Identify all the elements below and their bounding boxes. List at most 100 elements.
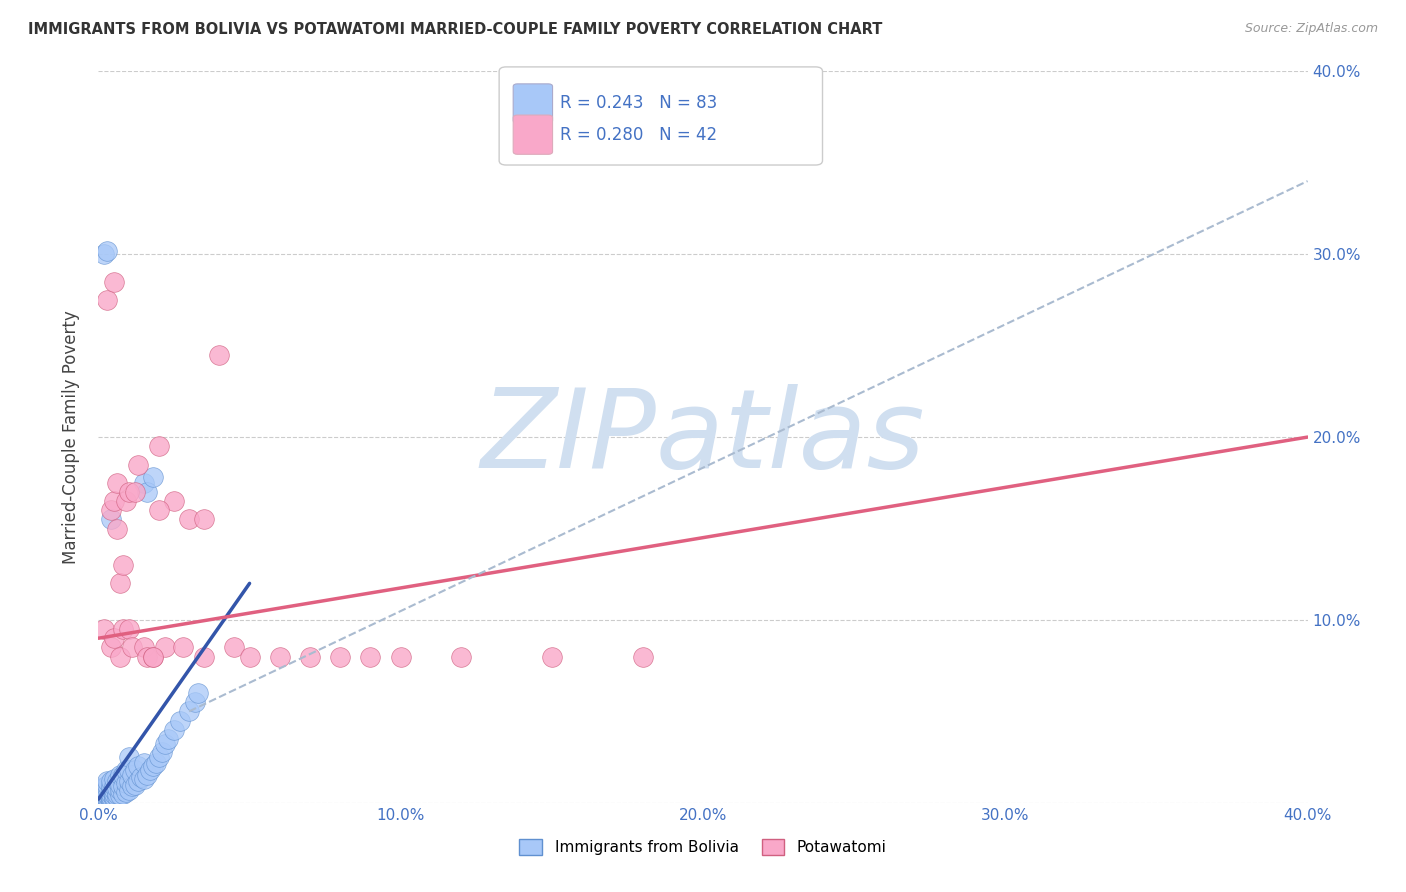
Point	[114, 775, 136, 789]
Point	[187, 686, 209, 700]
Point	[96, 781, 118, 796]
Point	[127, 759, 149, 773]
Point	[360, 649, 382, 664]
Point	[108, 768, 131, 782]
Point	[90, 783, 112, 797]
Point	[103, 275, 125, 289]
Point	[93, 787, 115, 801]
Point	[108, 778, 131, 792]
Point	[93, 781, 115, 796]
Point	[169, 714, 191, 728]
Point	[135, 649, 157, 664]
Point	[96, 778, 118, 792]
Point	[153, 737, 176, 751]
Point	[193, 512, 215, 526]
Point	[118, 773, 141, 788]
Point	[93, 790, 115, 805]
Y-axis label: Married-Couple Family Poverty: Married-Couple Family Poverty	[62, 310, 80, 564]
Text: ZIPatlas: ZIPatlas	[481, 384, 925, 491]
Point	[124, 485, 146, 500]
Point	[93, 792, 115, 806]
Point	[100, 512, 122, 526]
Point	[105, 521, 128, 535]
Point	[132, 772, 155, 786]
Point	[96, 789, 118, 803]
Point	[269, 649, 291, 664]
Point	[93, 789, 115, 803]
Point	[135, 768, 157, 782]
Text: IMMIGRANTS FROM BOLIVIA VS POTAWATOMI MARRIED-COUPLE FAMILY POVERTY CORRELATION : IMMIGRANTS FROM BOLIVIA VS POTAWATOMI MA…	[28, 22, 883, 37]
Point	[208, 348, 231, 362]
Point	[132, 756, 155, 770]
Point	[179, 705, 201, 719]
Point	[148, 439, 170, 453]
Point	[163, 494, 186, 508]
Point	[142, 649, 165, 664]
Point	[153, 640, 176, 655]
Point	[156, 731, 179, 746]
Point	[90, 787, 112, 801]
Point	[239, 649, 262, 664]
Point	[105, 790, 128, 805]
Point	[90, 790, 112, 805]
Point	[163, 723, 186, 737]
Point	[450, 649, 472, 664]
Point	[103, 772, 125, 786]
Point	[111, 768, 134, 782]
Point	[127, 773, 149, 788]
Point	[389, 649, 412, 664]
Text: Source: ZipAtlas.com: Source: ZipAtlas.com	[1244, 22, 1378, 36]
Point	[103, 792, 125, 806]
Point	[100, 773, 122, 788]
Point	[96, 773, 118, 788]
Point	[105, 781, 128, 796]
Point	[111, 787, 134, 801]
Point	[150, 745, 173, 759]
Point	[132, 640, 155, 655]
Point	[121, 768, 143, 782]
Point	[93, 783, 115, 797]
Point	[142, 470, 165, 484]
Point	[148, 503, 170, 517]
Point	[105, 475, 128, 490]
Point	[93, 794, 115, 808]
Point	[103, 787, 125, 801]
Point	[103, 632, 125, 646]
Legend: Immigrants from Bolivia, Potawatomi: Immigrants from Bolivia, Potawatomi	[513, 833, 893, 861]
Point	[93, 247, 115, 261]
Point	[118, 783, 141, 797]
Point	[114, 785, 136, 799]
Point	[121, 640, 143, 655]
Point	[108, 649, 131, 664]
Point	[108, 789, 131, 803]
Text: R = 0.243   N = 83: R = 0.243 N = 83	[560, 95, 717, 112]
Point	[329, 649, 352, 664]
Point	[114, 494, 136, 508]
Point	[124, 763, 146, 777]
Point	[100, 787, 122, 801]
Point	[93, 785, 115, 799]
Point	[96, 794, 118, 808]
Point	[111, 558, 134, 573]
Point	[100, 792, 122, 806]
Point	[540, 649, 562, 664]
Point	[90, 781, 112, 796]
Point	[108, 576, 131, 591]
Text: R = 0.280   N = 42: R = 0.280 N = 42	[560, 126, 717, 144]
Point	[103, 790, 125, 805]
Point	[172, 640, 194, 655]
Point	[90, 789, 112, 803]
Point	[179, 512, 201, 526]
Point	[111, 780, 134, 794]
Point	[142, 759, 165, 773]
Point	[145, 756, 167, 770]
Point	[96, 792, 118, 806]
Point	[103, 780, 125, 794]
Point	[100, 640, 122, 655]
Point	[118, 485, 141, 500]
Point	[93, 622, 115, 636]
Point	[103, 494, 125, 508]
Point	[139, 763, 162, 777]
Point	[224, 640, 246, 655]
Point	[135, 485, 157, 500]
